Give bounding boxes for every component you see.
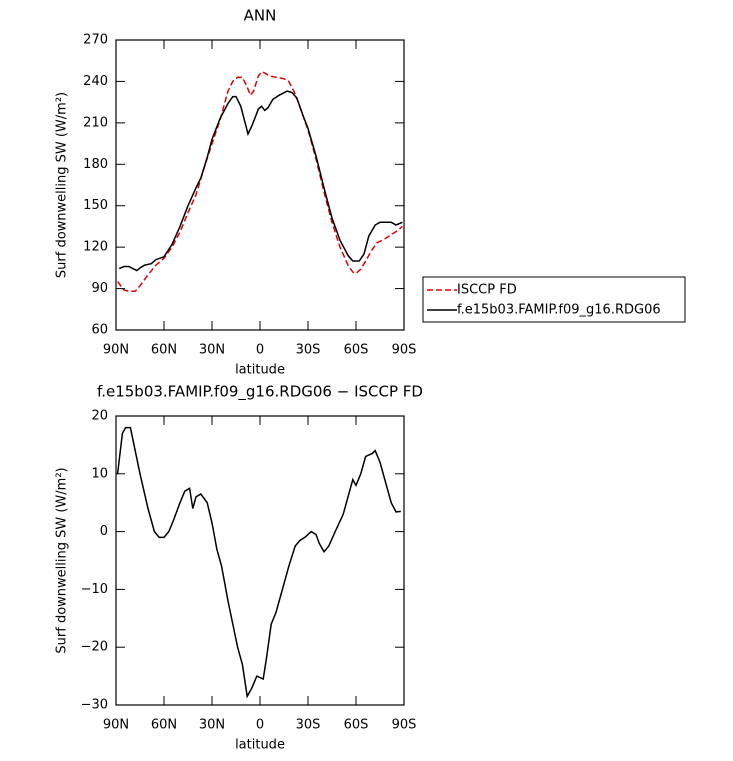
plot-frame	[115, 39, 405, 331]
x-tick-label: 90N	[103, 718, 129, 733]
legend-label: f.e15b03.FAMIP.f09_g16.RDG06	[457, 303, 661, 318]
y-tick-label: 240	[83, 74, 108, 89]
y-tick-label: 180	[83, 157, 108, 172]
x-tick-label: 60N	[151, 343, 177, 358]
x-tick-label: 0	[256, 718, 264, 733]
y-tick-label: 20	[91, 409, 108, 424]
x-tick-label: 60S	[344, 343, 369, 358]
y-tick-label: −10	[81, 582, 108, 597]
y-axis-label: Surf downwelling SW (W/m²)	[55, 467, 70, 653]
y-tick-label: 150	[83, 198, 108, 213]
y-tick-label: 270	[83, 33, 108, 48]
x-tick-label: 30N	[199, 718, 225, 733]
x-axis-label: latitude	[235, 363, 285, 378]
x-tick-label: 0	[256, 343, 264, 358]
x-tick-label: 90S	[392, 343, 417, 358]
x-axis-label: latitude	[235, 738, 285, 753]
x-tick-label: 90N	[103, 343, 129, 358]
x-tick-label: 30N	[199, 343, 225, 358]
y-tick-label: 210	[83, 115, 108, 130]
y-tick-label: −30	[81, 698, 108, 713]
legend-label: ISCCP FD	[457, 283, 517, 298]
y-tick-label: −20	[81, 640, 108, 655]
data-line	[117, 70, 403, 293]
data-line	[118, 90, 403, 272]
y-tick-label: 10	[91, 466, 108, 481]
plot-frame	[115, 415, 405, 706]
chart-title: f.e15b03.FAMIP.f09_g16.RDG06 − ISCCP FD	[97, 383, 423, 402]
x-tick-label: 60S	[344, 718, 369, 733]
y-tick-label: 120	[83, 240, 108, 255]
x-tick-label: 30S	[296, 343, 321, 358]
x-tick-label: 30S	[296, 718, 321, 733]
chart-title: ANN	[244, 7, 277, 25]
data-line	[116, 426, 401, 699]
y-tick-label: 90	[91, 281, 108, 296]
y-tick-label: 0	[100, 524, 108, 539]
y-tick-label: 60	[91, 323, 108, 338]
y-axis-label: Surf downwelling SW (W/m²)	[55, 92, 70, 278]
legend-box	[422, 276, 686, 323]
x-tick-label: 60N	[151, 718, 177, 733]
x-tick-label: 90S	[392, 718, 417, 733]
